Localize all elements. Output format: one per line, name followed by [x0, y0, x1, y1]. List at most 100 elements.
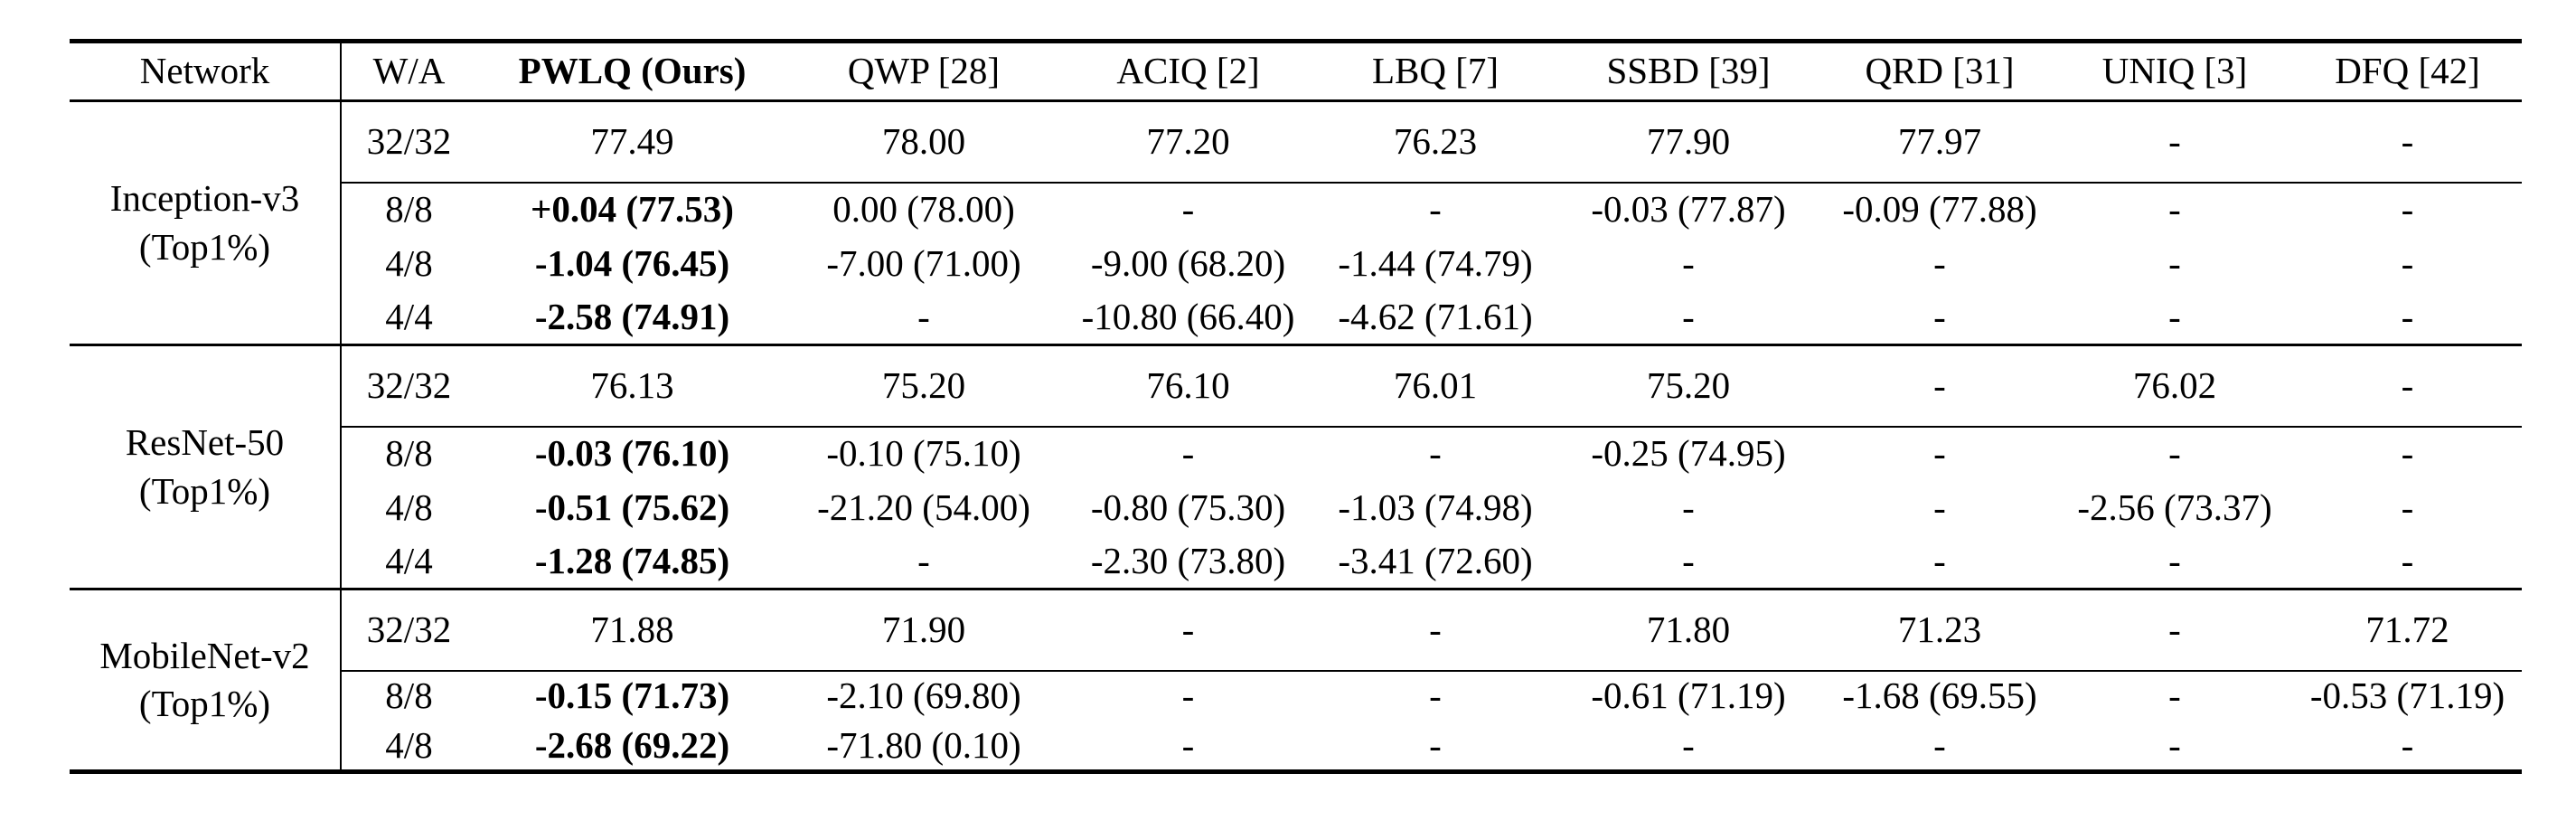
table-row: 4/4 -1.28 (74.85) - -2.30 (73.80) -3.41 … [70, 534, 2522, 589]
value-cell: - [2401, 241, 2414, 284]
value-cell: - [1059, 721, 1317, 774]
value-cell: 76.23 [1317, 100, 1554, 184]
value-cell: -2.56 (73.37) [2077, 486, 2272, 528]
header-row: Network W/A PWLQ (Ours) QWP [28] ACIQ [2… [70, 39, 2522, 102]
value-cell: -0.51 (75.62) [534, 486, 730, 528]
value-cell: - [1682, 241, 1695, 284]
table-row: 8/8 -0.03 (76.10) -0.10 (75.10) - - -0.2… [70, 426, 2522, 481]
value-cell: - [2056, 588, 2293, 672]
value-cell: - [1933, 296, 1946, 338]
value-cell: -1.68 (69.55) [1842, 674, 2037, 717]
table-row: Inception-v3 (Top1%) 32/32 77.49 78.00 7… [70, 100, 2522, 268]
value-cell: 71.80 [1554, 588, 1823, 672]
value-cell: - [1181, 432, 1195, 475]
network-metric: (Top1%) [138, 683, 271, 724]
network-label-inception-v3: Inception-v3 (Top1%) [70, 101, 341, 345]
value-cell: -2.58 (74.91) [534, 296, 730, 338]
value-cell: - [2401, 296, 2414, 338]
value-cell: - [2401, 188, 2414, 231]
value-cell: -0.09 (77.88) [1842, 188, 2037, 231]
value-cell: - [1181, 188, 1195, 231]
value-cell: -0.15 (71.73) [534, 674, 730, 717]
value-cell: 76.01 [1317, 344, 1554, 428]
value-cell: - [2293, 344, 2522, 428]
table-row: 4/8 -0.51 (75.62) -21.20 (54.00) -0.80 (… [70, 480, 2522, 535]
value-cell: - [2056, 100, 2293, 184]
value-cell: - [1682, 486, 1695, 528]
col-header-qwp: QWP [28] [788, 39, 1059, 102]
value-cell: 77.90 [1554, 100, 1823, 184]
value-cell: 75.20 [788, 344, 1059, 428]
col-header-dfq: DFQ [42] [2293, 39, 2522, 102]
value-cell: - [1933, 241, 1946, 284]
value-cell: - [2168, 432, 2181, 475]
wa-cell: 4/4 [340, 534, 476, 589]
wa-cell: 4/4 [340, 290, 476, 345]
value-cell: -0.61 (71.19) [1591, 674, 1786, 717]
col-header-aciq: ACIQ [2] [1059, 39, 1317, 102]
wa-cell: 32/32 [340, 100, 476, 184]
wa-cell: 8/8 [340, 182, 476, 237]
value-cell: - [2401, 432, 2414, 475]
network-label-resnet-50: ResNet-50 (Top1%) [70, 344, 341, 589]
wa-cell: 4/8 [340, 236, 476, 291]
value-cell: -0.10 (75.10) [826, 432, 1021, 475]
value-cell: - [1823, 721, 2056, 774]
value-cell: -10.80 (66.40) [1081, 296, 1295, 338]
value-cell: - [2168, 241, 2181, 284]
value-cell: -0.03 (77.87) [1591, 188, 1786, 231]
table-row: 8/8 +0.04 (77.53) 0.00 (78.00) - - -0.03… [70, 182, 2522, 237]
value-cell: 76.02 [2056, 344, 2293, 428]
value-cell: - [1682, 296, 1695, 338]
value-cell: -1.04 (76.45) [534, 241, 730, 284]
value-cell: -0.25 (74.95) [1591, 432, 1786, 475]
value-cell: - [2168, 674, 2181, 717]
table-row: 4/8 -2.68 (69.22) -71.80 (0.10) - - - - … [70, 721, 2522, 774]
table-row: ResNet-50 (Top1%) 32/32 76.13 75.20 76.1… [70, 344, 2522, 589]
col-header-ssbd: SSBD [39] [1554, 39, 1823, 102]
value-cell: - [1823, 344, 2056, 428]
wa-cell: 4/8 [340, 480, 476, 535]
value-cell: 76.10 [1059, 344, 1317, 428]
wa-cell: 8/8 [340, 670, 476, 722]
value-cell: - [917, 296, 930, 338]
table-row: 4/4 -2.58 (74.91) - -10.80 (66.40) -4.62… [70, 290, 2522, 345]
value-cell: - [2168, 188, 2181, 231]
value-cell: -0.03 (76.10) [534, 432, 730, 475]
network-metric: (Top1%) [138, 469, 271, 512]
value-cell: -2.10 (69.80) [826, 674, 1021, 717]
value-cell: 76.13 [476, 344, 788, 428]
value-cell: -0.53 (71.19) [2309, 674, 2505, 717]
col-header-network: Network [70, 39, 341, 102]
col-header-qrd: QRD [31] [1823, 39, 2056, 102]
network-name: Inception-v3 [109, 177, 300, 220]
value-cell: - [1181, 674, 1195, 717]
value-cell: -1.03 (74.98) [1338, 486, 1533, 528]
value-cell: 75.20 [1554, 344, 1823, 428]
value-cell: 71.88 [476, 588, 788, 672]
value-cell: -7.00 (71.00) [826, 241, 1021, 284]
quantization-results-table: Network W/A PWLQ (Ours) QWP [28] ACIQ [2… [70, 39, 2522, 774]
value-cell: -1.28 (74.85) [534, 540, 730, 582]
value-cell: -1.44 (74.79) [1338, 241, 1533, 284]
wa-cell: 32/32 [340, 344, 476, 428]
col-header-pwlq: PWLQ (Ours) [476, 39, 788, 102]
value-cell: 78.00 [788, 100, 1059, 184]
value-cell: - [1429, 188, 1442, 231]
value-cell: - [1429, 674, 1442, 717]
value-cell: 0.00 (78.00) [832, 188, 1015, 231]
value-cell: 77.20 [1059, 100, 1317, 184]
value-cell: - [2168, 540, 2181, 582]
value-cell: 71.23 [1823, 588, 2056, 672]
value-cell: -21.20 (54.00) [817, 486, 1030, 528]
value-cell: - [2401, 540, 2414, 582]
wa-cell: 8/8 [340, 426, 476, 481]
value-cell: -0.80 (75.30) [1090, 486, 1286, 528]
value-cell: - [1059, 588, 1317, 672]
network-name: MobileNet-v2 [99, 634, 310, 676]
value-cell: - [1317, 588, 1554, 672]
value-cell: - [2293, 721, 2522, 774]
value-cell: - [2401, 486, 2414, 528]
value-cell: -9.00 (68.20) [1090, 241, 1286, 284]
table-row: 4/8 -1.04 (76.45) -7.00 (71.00) -9.00 (6… [70, 236, 2522, 291]
